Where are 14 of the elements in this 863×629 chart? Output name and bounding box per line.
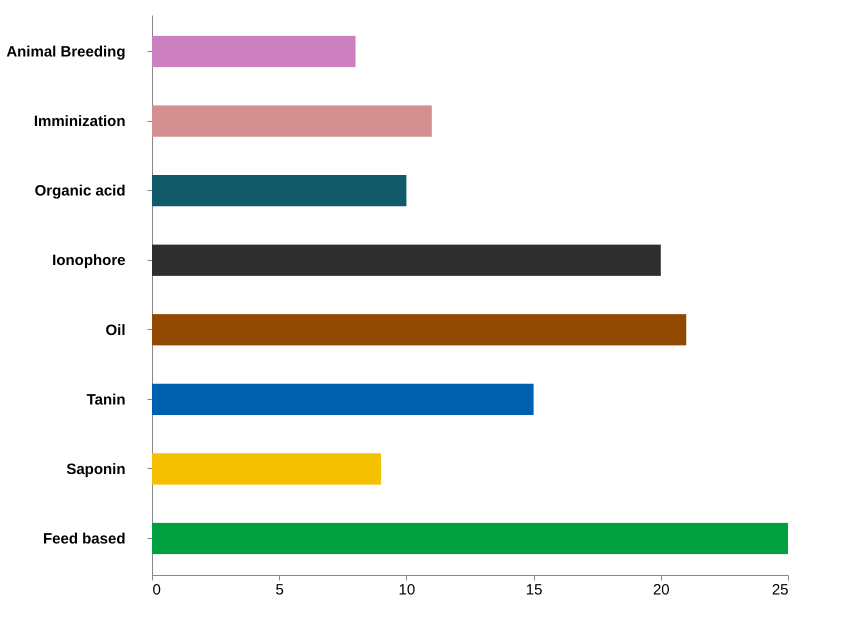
y-tick-label: Ionophore [52,252,126,270]
y-tick-label: Tanin [86,391,126,408]
x-tick-label: 5 [276,582,284,598]
y-tick-label: Feed based [42,530,126,548]
y-tick-label: Oil [105,322,126,339]
x-tick-label: 10 [398,582,416,598]
x-tick-label: 20 [652,582,670,598]
y-tick-label: Organic acid [34,182,126,200]
y-tick-label: Imminization [34,113,126,130]
x-tick-label: 25 [772,582,788,598]
x-tick-label: 0 [152,582,161,598]
x-tick-label: 15 [526,582,542,598]
y-tick-label: Animal Breeding [6,44,126,61]
y-tick-label: Saponin [66,460,126,478]
